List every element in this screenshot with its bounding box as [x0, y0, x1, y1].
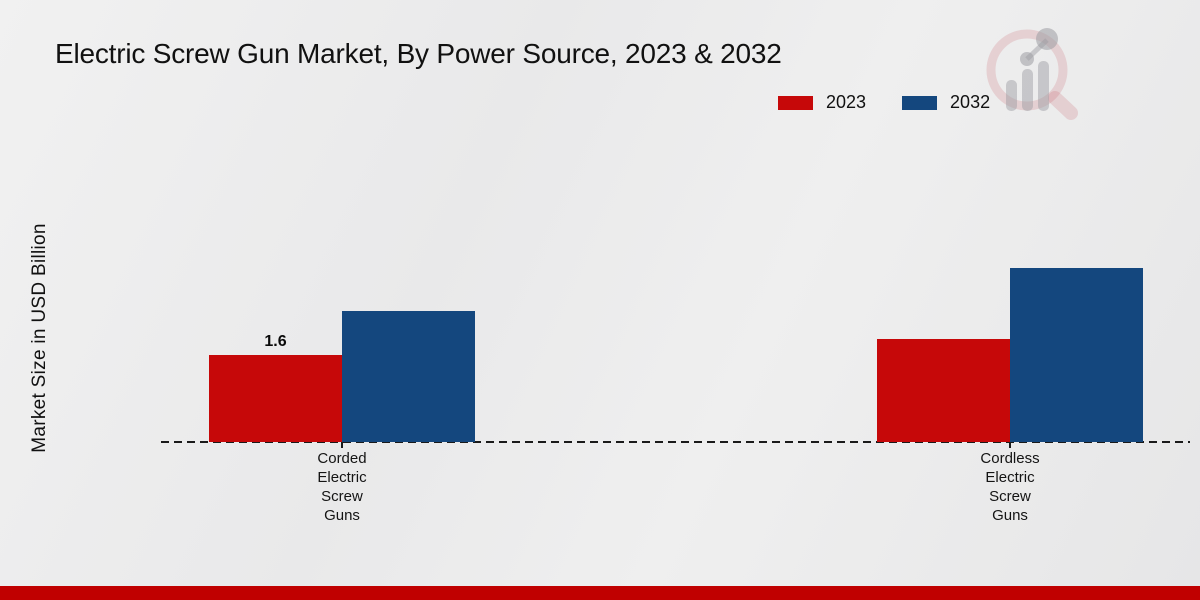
y-axis-label: Market Size in USD Billion — [29, 223, 50, 453]
legend-item-2023: 2023 — [778, 92, 866, 113]
x-axis-line — [161, 441, 1190, 443]
bar-2023-cordless — [877, 339, 1010, 442]
legend-label-2023: 2023 — [826, 92, 867, 112]
bar-2032-corded — [342, 311, 475, 442]
chart-title: Electric Screw Gun Market, By Power Sour… — [55, 38, 782, 69]
legend-item-2032: 2032 — [902, 92, 990, 113]
category-label: Cordless Electric Screw Guns — [980, 450, 1040, 524]
bar-2032-cordless — [1010, 268, 1143, 442]
magnifier-bar-chart-logo-icon — [986, 28, 1078, 120]
legend: 2023 2032 — [778, 92, 990, 113]
x-axis-tick — [341, 442, 343, 448]
footer-accent-bar — [0, 586, 1200, 600]
legend-swatch-2032 — [902, 95, 938, 110]
category-label: Corded Electric Screw Guns — [317, 450, 367, 524]
legend-swatch-2023 — [778, 95, 813, 110]
x-axis-tick — [1009, 442, 1011, 448]
bar-2023-corded — [209, 355, 342, 442]
bar-value-label: 1.6 — [264, 333, 287, 350]
legend-label-2032: 2032 — [950, 92, 991, 112]
